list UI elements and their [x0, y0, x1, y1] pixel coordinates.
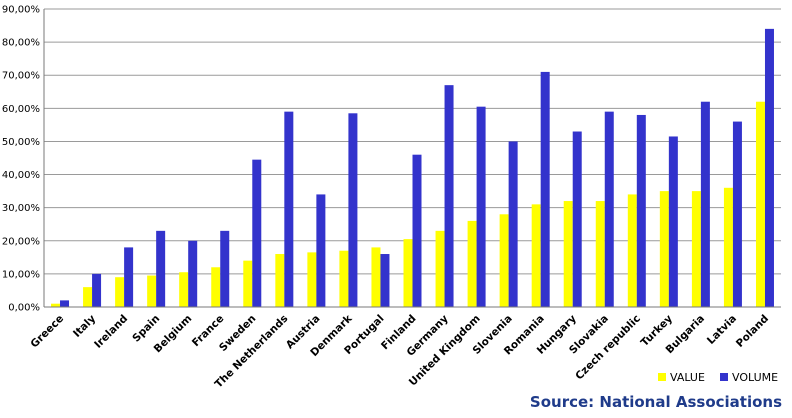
bar-value-finland [403, 239, 413, 307]
source-note: Source: National Associations [529, 393, 782, 411]
bar-value-romania [531, 204, 541, 307]
legend-label-value: VALUE [670, 371, 705, 384]
bar-volume-finland [412, 154, 422, 307]
bar-value-sweden [243, 260, 253, 307]
y-tick-label: 20,00% [2, 236, 40, 247]
bar-volume-portugal [380, 254, 390, 307]
bar-value-slovenia [499, 214, 509, 307]
bar-value-ireland [115, 277, 125, 307]
y-tick-label: 10,00% [2, 269, 40, 280]
x-category-label: Greece [28, 313, 66, 351]
y-tick-label: 50,00% [2, 137, 40, 148]
bar-volume-germany [444, 85, 454, 308]
x-category-label: Ireland [92, 313, 130, 351]
legend: VALUE VOLUME [658, 371, 778, 384]
y-tick-label: 80,00% [2, 38, 40, 49]
bar-volume-austria [316, 194, 326, 307]
bar-value-slovakia [595, 201, 605, 307]
bar-value-spain [147, 275, 157, 307]
legend-swatch-volume [720, 373, 728, 381]
bar-value-hungary [563, 201, 573, 307]
bar-volume-romania [540, 71, 550, 308]
bar-volume-spain [156, 230, 166, 307]
bar-volume-hungary [572, 131, 582, 307]
bar-volume-france [220, 230, 230, 307]
bar-volume-turkey [668, 136, 678, 307]
bar-volume-denmark [348, 113, 358, 307]
bar-volume-united-kingdom [476, 106, 486, 307]
bar-value-turkey [659, 191, 669, 307]
x-category-label: Italy [71, 313, 98, 340]
bar-volume-sweden [252, 159, 262, 307]
bar-value-greece [51, 303, 61, 307]
x-category-label: Poland [734, 313, 771, 350]
legend-swatch-value [658, 373, 666, 381]
bar-value-latvia [723, 187, 733, 307]
bar-value-the-netherlands [275, 254, 285, 307]
bar-value-bulgaria [691, 191, 701, 307]
y-tick-label: 0,00% [8, 303, 40, 314]
bar-value-united-kingdom [467, 220, 477, 307]
bar-volume-the-netherlands [284, 111, 294, 308]
bar-value-austria [307, 252, 317, 307]
bar-value-belgium [179, 272, 189, 307]
y-tick-labels: 0,00% 10,00% 20,00% 30,00% 40,00% 50,00% 60,00… [2, 5, 40, 314]
bar-volume-italy [92, 273, 102, 307]
y-tick-label: 30,00% [2, 203, 40, 214]
axes [43, 9, 781, 308]
y-tick-label: 60,00% [2, 104, 40, 115]
bars [51, 28, 774, 308]
y-tick-label: 90,00% [2, 5, 40, 16]
bar-volume-bulgaria [700, 101, 710, 307]
bar-value-poland [755, 101, 765, 307]
bar-volume-greece [60, 300, 70, 307]
bar-value-denmark [339, 250, 349, 307]
bar-value-germany [435, 230, 445, 307]
bar-volume-belgium [188, 240, 198, 307]
gridlines [44, 8, 781, 275]
bar-volume-slovenia [508, 141, 518, 307]
bar-volume-czech-republic [636, 114, 646, 307]
bar-volume-ireland [124, 247, 134, 307]
y-tick-label: 70,00% [2, 71, 40, 82]
bar-volume-poland [764, 28, 774, 307]
bar-volume-slovakia [604, 111, 614, 308]
bar-value-portugal [371, 247, 381, 307]
bar-value-france [211, 267, 221, 307]
bar-value-italy [83, 287, 93, 307]
y-tick-label: 40,00% [2, 170, 40, 181]
legend-label-volume: VOLUME [732, 371, 778, 384]
bar-volume-latvia [732, 121, 742, 307]
bar-value-czech-republic [627, 194, 637, 307]
